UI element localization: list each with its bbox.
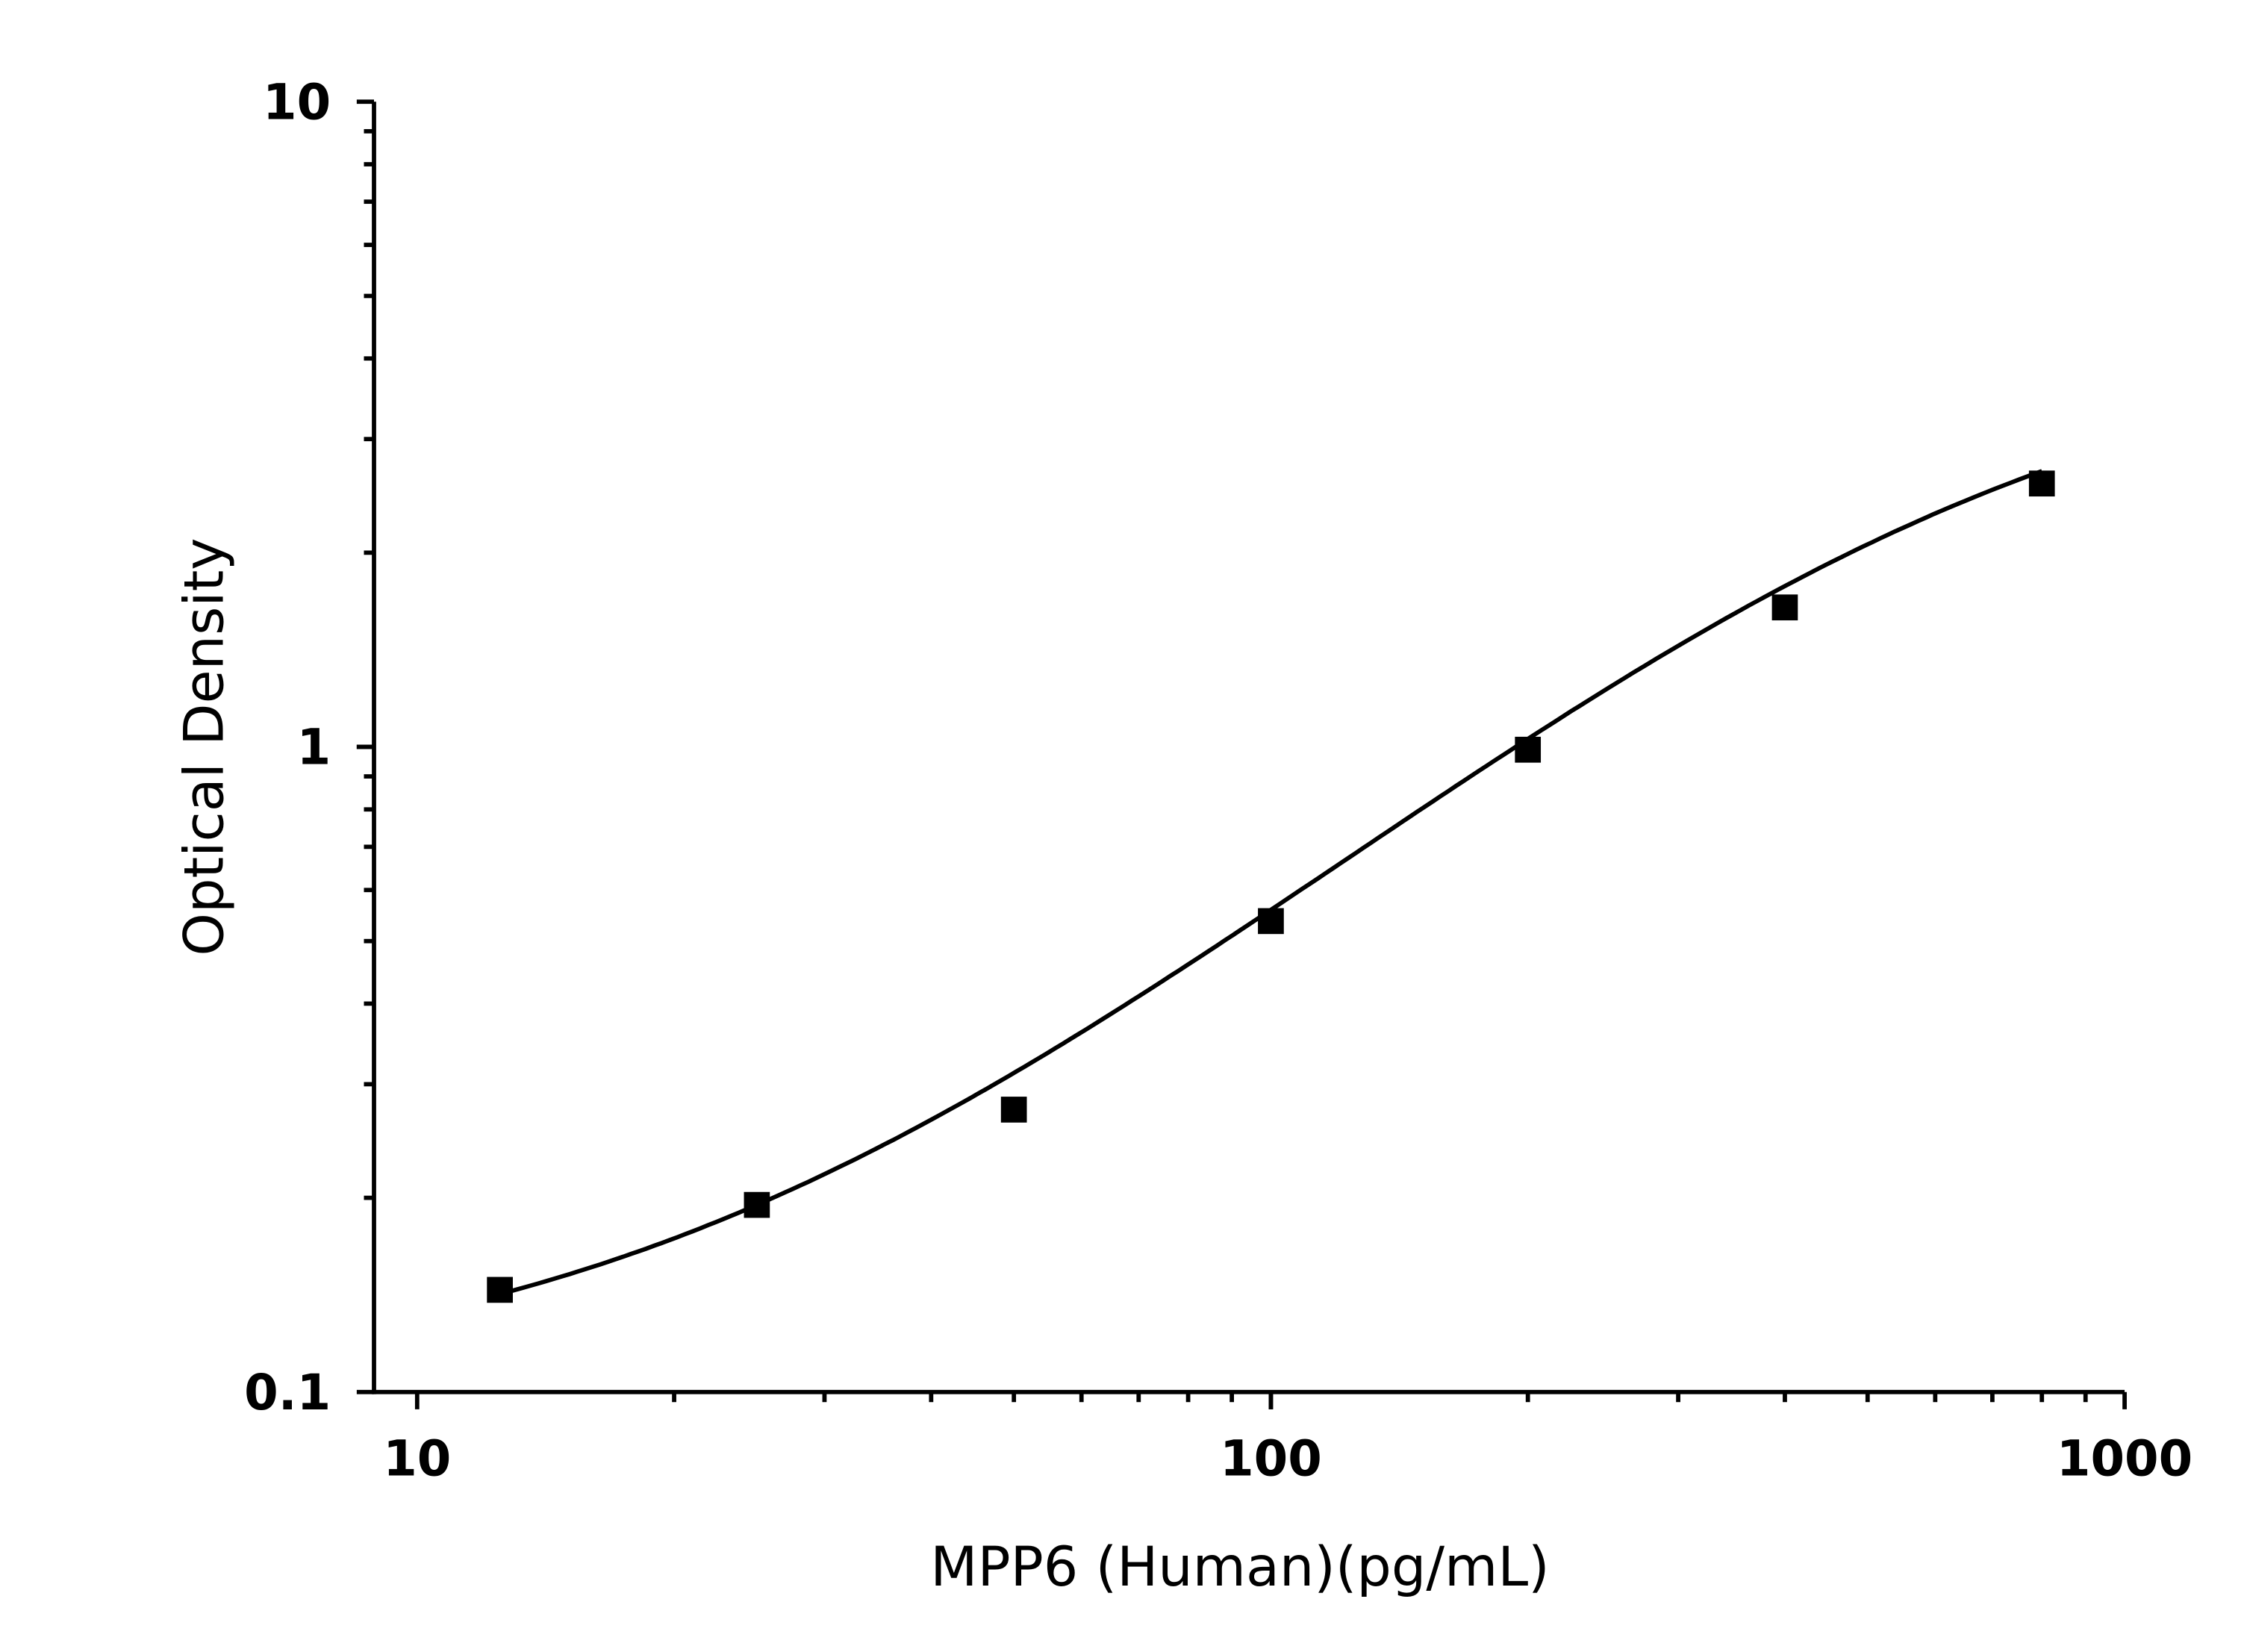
fit-curve (499, 469, 2043, 1297)
y-tick-label: 1 (297, 720, 331, 776)
data-point (487, 1277, 513, 1303)
data-point (1258, 908, 1284, 935)
data-point (1515, 736, 1542, 763)
x-tick-label: 1000 (2057, 1431, 2192, 1488)
y-axis-title: Optical Density (173, 537, 237, 956)
x-tick-label: 100 (1220, 1431, 1322, 1488)
axes (356, 99, 2127, 1409)
data-point (1000, 1097, 1027, 1123)
data-point (1771, 594, 1798, 621)
data-point (2028, 470, 2055, 497)
y-tick-label: 10 (263, 74, 331, 131)
y-tick-label: 0.1 (244, 1365, 331, 1421)
data-point (744, 1191, 770, 1218)
data-points (487, 470, 2055, 1303)
x-tick-label: 10 (383, 1431, 451, 1488)
x-axis-title: MPP6 (Human)(pg/mL) (930, 1536, 1549, 1599)
